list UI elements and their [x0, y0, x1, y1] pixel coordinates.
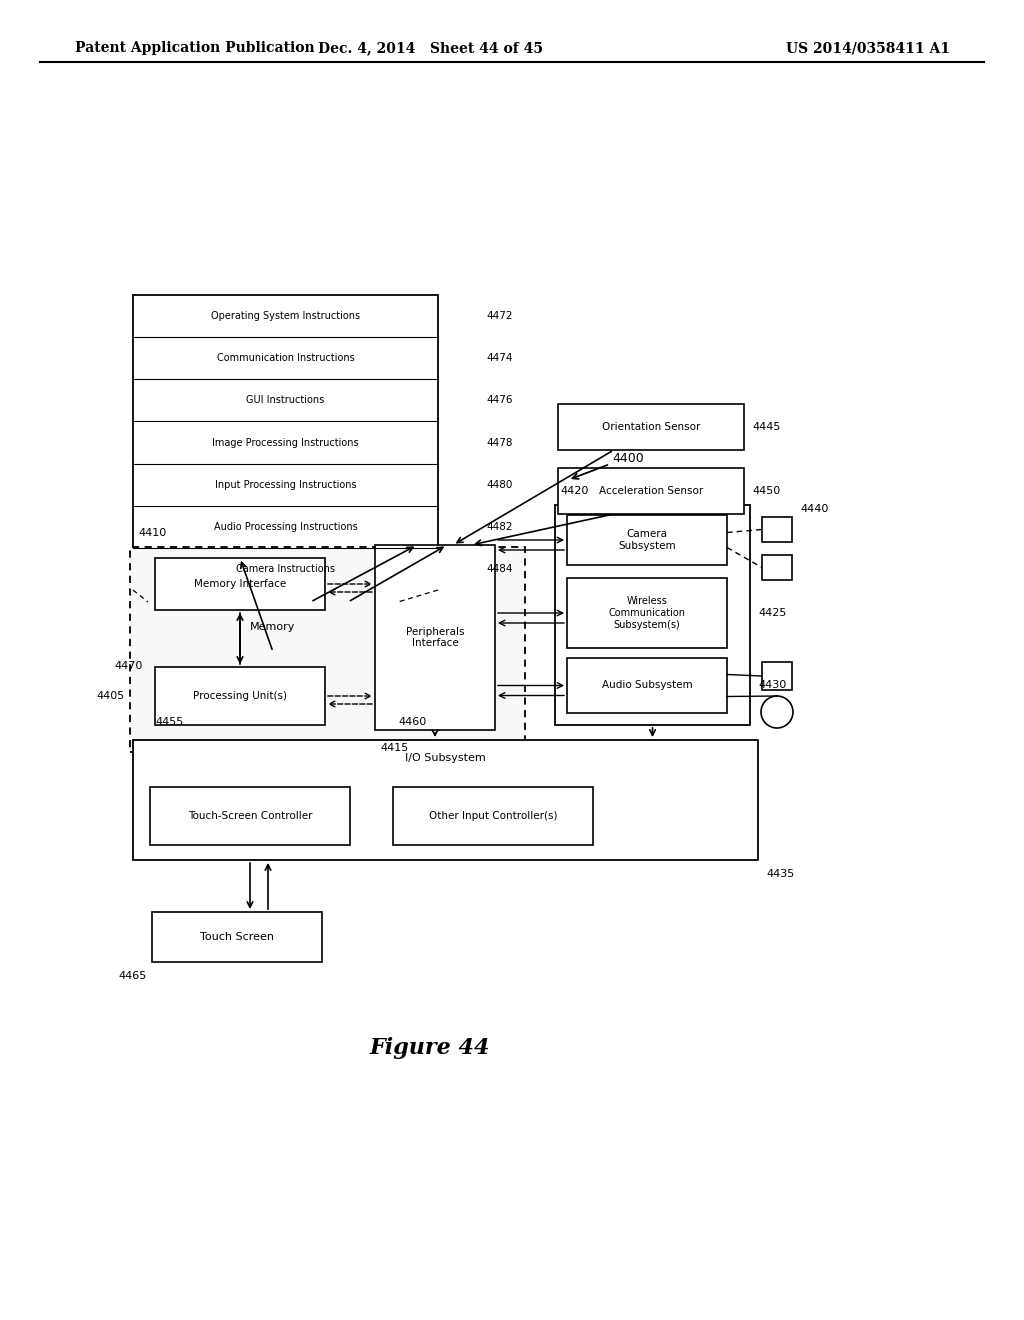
Text: Communication Instructions: Communication Instructions — [217, 354, 354, 363]
Bar — [152, 912, 322, 962]
Bar — [762, 663, 792, 690]
Text: Audio Subsystem: Audio Subsystem — [602, 681, 692, 690]
Bar — [555, 506, 750, 725]
Text: 4450: 4450 — [752, 486, 780, 496]
Text: Acceleration Sensor: Acceleration Sensor — [599, 486, 703, 496]
Text: GUI Instructions: GUI Instructions — [247, 396, 325, 405]
Text: 4445: 4445 — [752, 422, 780, 432]
Bar — [393, 787, 593, 845]
Text: 4435: 4435 — [766, 869, 795, 879]
Text: Other Input Controller(s): Other Input Controller(s) — [429, 810, 557, 821]
Bar — [155, 558, 325, 610]
Text: Camera Instructions: Camera Instructions — [236, 564, 335, 574]
Text: I/O Subsystem: I/O Subsystem — [406, 752, 485, 763]
Text: 4415: 4415 — [380, 743, 409, 752]
Text: Patent Application Publication: Patent Application Publication — [75, 41, 314, 55]
Text: 4482: 4482 — [486, 521, 512, 532]
Text: 4474: 4474 — [486, 354, 512, 363]
Text: Touch Screen: Touch Screen — [200, 932, 274, 942]
Bar — [567, 657, 727, 713]
Text: Processing Unit(s): Processing Unit(s) — [193, 690, 287, 701]
Bar — [558, 404, 744, 450]
Text: 4478: 4478 — [486, 437, 512, 447]
Text: 4470: 4470 — [115, 661, 143, 671]
Text: Figure 44: Figure 44 — [370, 1038, 490, 1059]
Bar — [762, 517, 792, 543]
Text: 4420: 4420 — [560, 486, 589, 496]
Text: 4476: 4476 — [486, 396, 512, 405]
Text: Image Processing Instructions: Image Processing Instructions — [212, 437, 358, 447]
Bar — [130, 546, 525, 752]
Text: US 2014/0358411 A1: US 2014/0358411 A1 — [786, 41, 950, 55]
Bar — [762, 554, 792, 579]
Text: 4400: 4400 — [612, 451, 644, 465]
Text: 4472: 4472 — [486, 312, 512, 321]
Bar — [567, 515, 727, 565]
Text: Memory: Memory — [250, 622, 296, 632]
Text: Dec. 4, 2014   Sheet 44 of 45: Dec. 4, 2014 Sheet 44 of 45 — [317, 41, 543, 55]
Bar — [558, 469, 744, 513]
Text: 4405: 4405 — [96, 690, 125, 701]
Text: 4410: 4410 — [138, 528, 166, 539]
Text: Operating System Instructions: Operating System Instructions — [211, 312, 360, 321]
Text: 4460: 4460 — [398, 717, 426, 727]
Bar — [148, 602, 398, 652]
Text: Audio Processing Instructions: Audio Processing Instructions — [214, 521, 357, 532]
Text: 4455: 4455 — [155, 717, 183, 727]
Text: Memory Interface: Memory Interface — [194, 579, 286, 589]
Text: Peripherals
Interface: Peripherals Interface — [406, 627, 464, 648]
Text: 4440: 4440 — [800, 504, 828, 513]
Bar — [155, 667, 325, 725]
Bar — [375, 545, 495, 730]
Bar — [567, 578, 727, 648]
Text: 4430: 4430 — [758, 681, 786, 690]
Text: Camera
Subsystem: Camera Subsystem — [618, 529, 676, 550]
Text: Orientation Sensor: Orientation Sensor — [602, 422, 700, 432]
Text: Wireless
Communication
Subsystem(s): Wireless Communication Subsystem(s) — [608, 597, 685, 630]
Text: 4425: 4425 — [758, 609, 786, 618]
Text: 4484: 4484 — [486, 564, 512, 574]
Text: 4465: 4465 — [119, 972, 147, 981]
Bar — [150, 787, 350, 845]
Bar — [133, 741, 758, 861]
Text: Input Processing Instructions: Input Processing Instructions — [215, 479, 356, 490]
Text: 4480: 4480 — [486, 479, 512, 490]
Bar — [133, 294, 438, 590]
Text: Touch-Screen Controller: Touch-Screen Controller — [187, 810, 312, 821]
